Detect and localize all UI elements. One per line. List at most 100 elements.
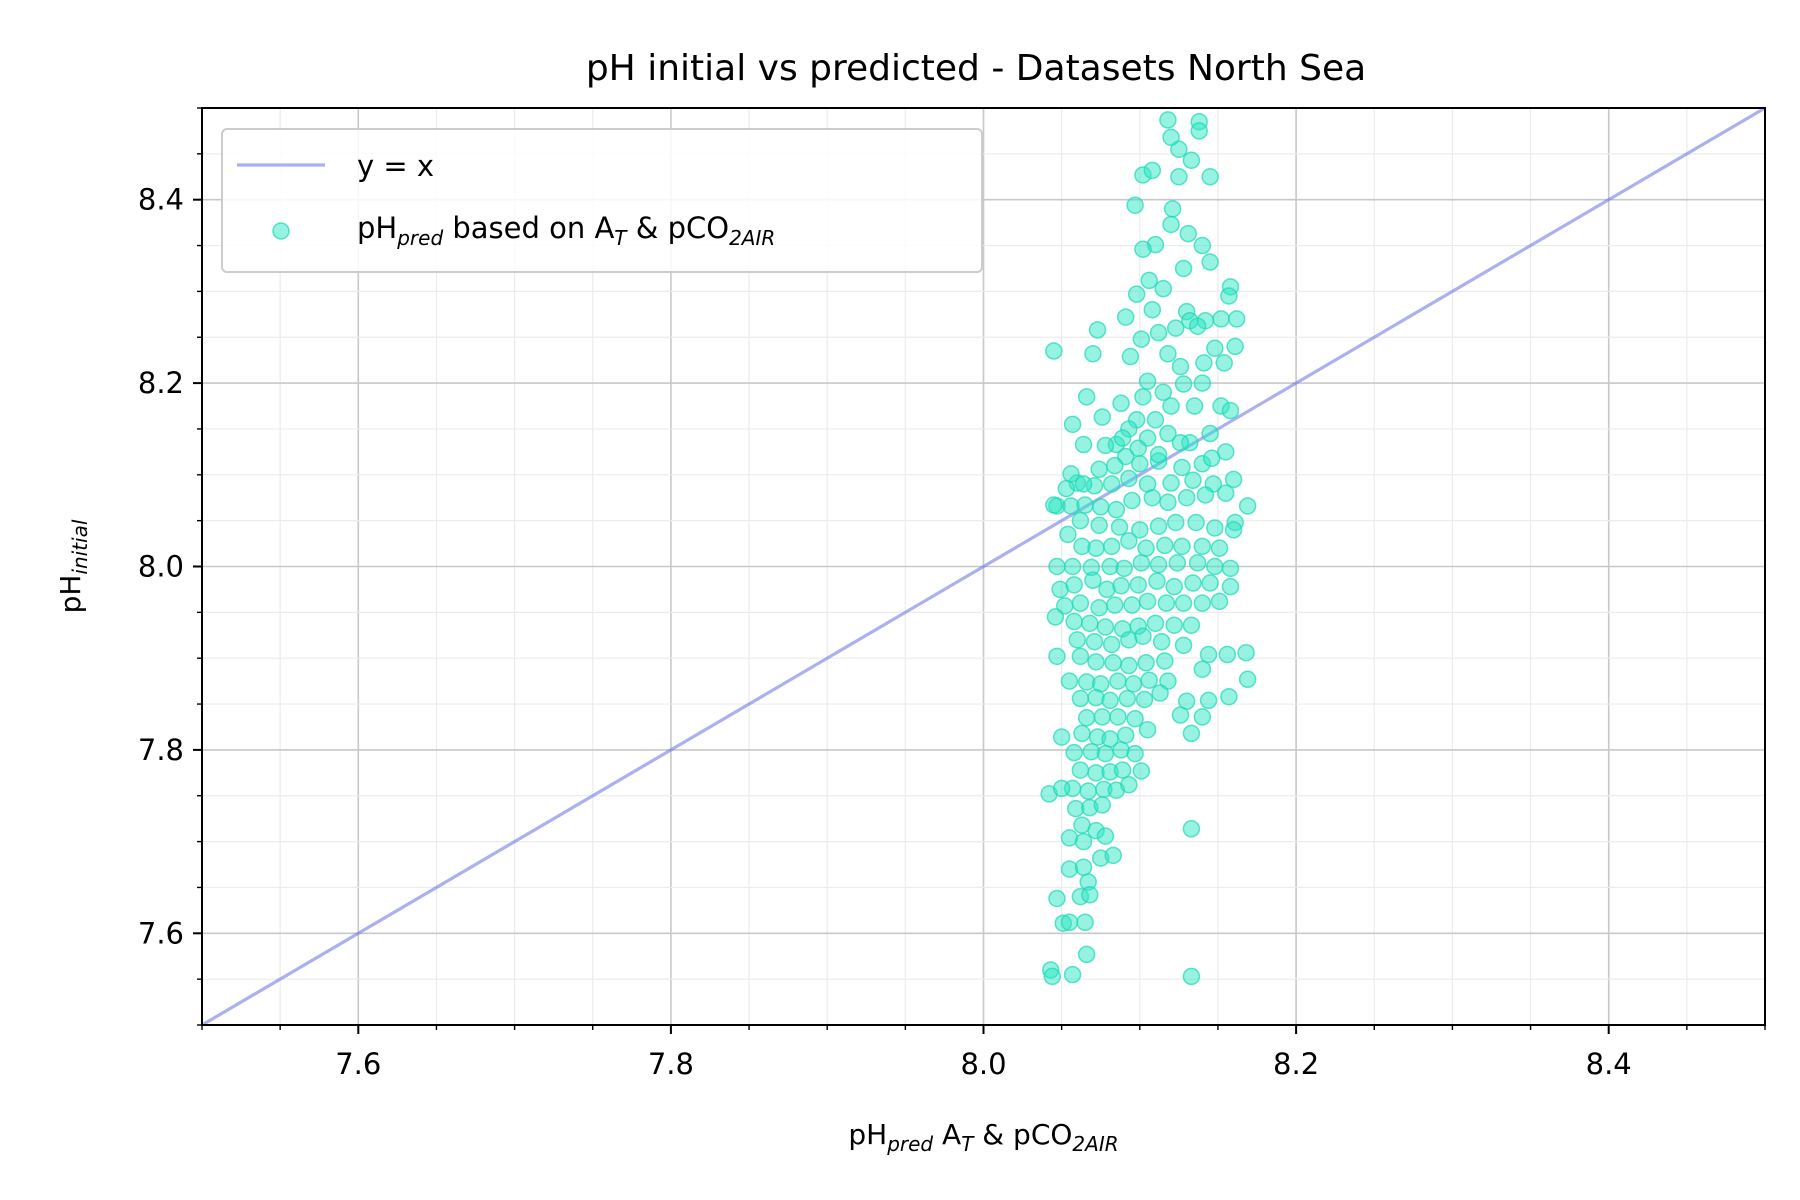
data-point (1048, 889, 1066, 908)
x-axis-label-text: pHpred AT & pCO2AIR (848, 1118, 1118, 1156)
data-point (1102, 475, 1121, 493)
legend-scatter-label-part: pH (357, 211, 397, 245)
legend: y = x pHpred based on AT & pCO2AIR (221, 128, 983, 273)
data-point (1190, 122, 1208, 140)
data-point (1156, 652, 1174, 670)
data-point (1170, 168, 1188, 186)
data-point (1106, 596, 1124, 614)
data-point (1138, 372, 1157, 391)
data-point (1071, 511, 1090, 530)
data-point (1107, 500, 1126, 519)
data-point (1217, 443, 1235, 461)
data-point (1201, 574, 1219, 592)
y-axis-label-text-part: pH (54, 575, 87, 614)
data-point (1112, 577, 1130, 595)
x-axis-label-text-part: A (933, 1118, 961, 1151)
data-point (1220, 287, 1238, 305)
data-point (1045, 342, 1063, 360)
data-point (1227, 310, 1246, 328)
data-point (1166, 513, 1185, 532)
data-point (1149, 445, 1168, 464)
data-point (1221, 401, 1240, 420)
x-axis-label-text-part: 2AIR (1072, 1132, 1118, 1156)
data-point (1174, 259, 1193, 278)
data-point (1218, 645, 1237, 664)
data-point (1096, 436, 1115, 455)
data-point (1088, 321, 1107, 339)
data-point (1046, 608, 1065, 626)
data-point (1173, 537, 1191, 556)
data-point (1120, 469, 1138, 488)
data-point (1154, 383, 1172, 402)
data-point (1157, 594, 1176, 612)
data-point (1110, 518, 1129, 536)
data-point (1090, 460, 1108, 479)
data-point (1102, 537, 1121, 556)
plot-area (202, 108, 1765, 1025)
data-point (1184, 574, 1202, 592)
data-point (1087, 539, 1105, 557)
data-point (1171, 433, 1190, 452)
y-axis-label-text-part: initial (68, 519, 92, 574)
data-point (1109, 672, 1127, 690)
data-point (1188, 317, 1207, 335)
data-point (1174, 594, 1193, 612)
x-tick-label: 8.0 (960, 1047, 1006, 1081)
data-point (1106, 456, 1124, 475)
data-point (1081, 614, 1099, 633)
data-point (1065, 612, 1083, 631)
data-point (1237, 643, 1255, 662)
data-point (1071, 594, 1090, 612)
data-point (1195, 354, 1213, 372)
y-tick-label: 8.2 (138, 366, 184, 400)
data-point (1077, 709, 1096, 727)
data-point (1101, 691, 1119, 710)
data-point (1096, 827, 1115, 845)
data-point (1052, 779, 1071, 798)
data-point (1159, 424, 1177, 443)
x-tick-label: 8.2 (1273, 1047, 1319, 1081)
data-point (1084, 571, 1102, 590)
data-point (1206, 339, 1224, 358)
data-point (1120, 775, 1138, 794)
data-point (1116, 726, 1135, 744)
data-point (1210, 592, 1229, 611)
data-point (1143, 300, 1162, 319)
data-point (1159, 345, 1177, 363)
data-point (1182, 724, 1201, 743)
legend-box (221, 128, 983, 273)
x-axis-label: pHpred AT & pCO2AIR (848, 1118, 1118, 1156)
data-point (1188, 554, 1207, 572)
y-axis-label-text: pHinitial (54, 519, 92, 613)
y-axis-label: pHinitial (54, 519, 92, 613)
data-point (1121, 347, 1140, 366)
data-point (1162, 215, 1180, 234)
data-point (1182, 151, 1201, 170)
data-point (1238, 670, 1257, 689)
data-point (1063, 557, 1082, 576)
legend-marker-swatch (272, 222, 290, 240)
data-point (1063, 965, 1082, 984)
data-point (1081, 886, 1099, 904)
data-point (1221, 559, 1240, 578)
data-point (1065, 576, 1083, 594)
data-point (1087, 688, 1105, 707)
data-point (1132, 554, 1151, 572)
data-point (1199, 645, 1218, 664)
data-point (1085, 632, 1104, 651)
data-point (1193, 236, 1212, 255)
data-point (1182, 967, 1201, 986)
data-point (1060, 913, 1079, 932)
data-point (1134, 388, 1152, 406)
data-point (1131, 521, 1149, 539)
data-point (1224, 521, 1243, 539)
legend-scatter-label-part: 2AIR (729, 226, 775, 250)
data-point (1077, 945, 1096, 964)
data-point (1104, 846, 1122, 865)
data-point (1113, 761, 1132, 779)
data-point (1152, 632, 1171, 651)
data-point (1084, 345, 1102, 363)
legend-scatter-label: pHpred based on AT & pCO2AIR (357, 211, 775, 250)
data-point (1074, 435, 1093, 454)
